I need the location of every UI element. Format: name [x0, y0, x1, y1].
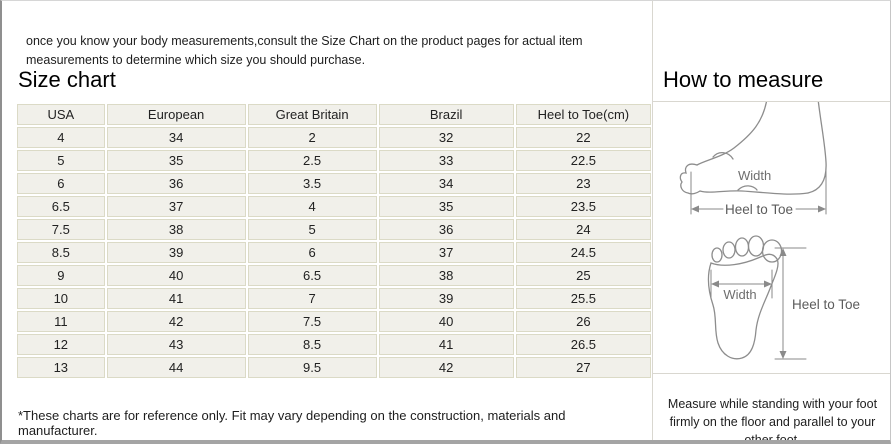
side-width-label: Width — [738, 168, 771, 183]
table-row: 10 41 7 39 25.5 — [17, 288, 651, 309]
vertical-divider — [652, 1, 653, 440]
table-row: 12 43 8.5 41 26.5 — [17, 334, 651, 355]
table-cell: 22.5 — [515, 150, 651, 171]
table-cell: 12 — [17, 334, 105, 355]
table-row: 13 44 9.5 42 27 — [17, 357, 651, 378]
table-cell: 24.5 — [515, 242, 651, 263]
table-cell: 9 — [17, 265, 105, 286]
table-row: 9 40 6.5 38 25 — [17, 265, 651, 286]
table-cell: 5 — [247, 219, 377, 240]
side-heel-to-toe-label: Heel to Toe — [725, 202, 793, 217]
table-cell: 34 — [106, 127, 246, 148]
table-cell: 38 — [378, 265, 514, 286]
table-row: 4 34 2 32 22 — [17, 127, 651, 148]
table-cell: 42 — [106, 311, 246, 332]
sole-width-label: Width — [723, 287, 756, 302]
how-to-measure-title: How to measure — [663, 67, 824, 92]
foot-side-view-diagram: Width Heel to Toe — [679, 102, 827, 217]
table-row: 8.5 39 6 37 24.5 — [17, 242, 651, 263]
table-cell: 13 — [17, 357, 105, 378]
size-chart-title: Size chart — [18, 67, 116, 92]
table-row: 7.5 38 5 36 24 — [17, 219, 651, 240]
table-cell: 26.5 — [515, 334, 651, 355]
sole-heel-to-toe-label: Heel to Toe — [792, 297, 860, 312]
table-cell: 23 — [515, 173, 651, 194]
table-cell: 7 — [247, 288, 377, 309]
table-cell: 25 — [515, 265, 651, 286]
table-cell: 7.5 — [17, 219, 105, 240]
table-row: 11 42 7.5 40 26 — [17, 311, 651, 332]
table-cell: 44 — [106, 357, 246, 378]
table-cell: 2.5 — [247, 150, 377, 171]
column-header: USA — [17, 104, 105, 125]
table-cell: 3.5 — [247, 173, 377, 194]
table-cell: 41 — [378, 334, 514, 355]
column-header: Brazil — [378, 104, 514, 125]
column-header: European — [106, 104, 246, 125]
table-cell: 33 — [378, 150, 514, 171]
table-cell: 43 — [106, 334, 246, 355]
table-cell: 9.5 — [247, 357, 377, 378]
measure-instruction-note: Measure while standing with your foot fi… — [667, 396, 878, 444]
table-cell: 4 — [247, 196, 377, 217]
table-cell: 11 — [17, 311, 105, 332]
table-row: 6.5 37 4 35 23.5 — [17, 196, 651, 217]
size-chart-table: USA European Great Britain Brazil Heel to To… — [15, 102, 653, 380]
column-header: Heel to Toe(cm) — [515, 104, 651, 125]
table-cell: 22 — [515, 127, 651, 148]
table-cell: 35 — [378, 196, 514, 217]
table-cell: 4 — [17, 127, 105, 148]
divider-above-note — [653, 373, 890, 374]
table-cell: 6.5 — [17, 196, 105, 217]
size-chart-footnote: *These charts are for reference only. Fi… — [18, 408, 566, 438]
table-row: 5 35 2.5 33 22.5 — [17, 150, 651, 171]
table-cell: 25.5 — [515, 288, 651, 309]
column-header: Great Britain — [247, 104, 377, 125]
size-table-head-row: USA European Great Britain Brazil Heel to To… — [17, 104, 651, 125]
measurement-diagrams: Width Heel to Toe Width — [679, 102, 860, 360]
table-cell: 10 — [17, 288, 105, 309]
table-cell: 42 — [378, 357, 514, 378]
table-cell: 35 — [106, 150, 246, 171]
table-cell: 24 — [515, 219, 651, 240]
table-cell: 6.5 — [247, 265, 377, 286]
table-cell: 6 — [247, 242, 377, 263]
table-cell: 40 — [106, 265, 246, 286]
table-cell: 6 — [17, 173, 105, 194]
table-cell: 40 — [378, 311, 514, 332]
table-cell: 39 — [106, 242, 246, 263]
table-cell: 26 — [515, 311, 651, 332]
divider-under-title — [653, 101, 890, 102]
table-cell: 8.5 — [247, 334, 377, 355]
table-cell: 36 — [106, 173, 246, 194]
footprint-diagram: Width Heel to Toe — [707, 235, 860, 360]
table-cell: 41 — [106, 288, 246, 309]
table-cell: 32 — [378, 127, 514, 148]
size-table-body: 4 34 2 32 22 5 35 2.5 33 22.5 6 36 3.5 34 23 6.5 37 4 35 23… — [17, 127, 651, 378]
table-cell: 7.5 — [247, 311, 377, 332]
intro-text: once you know your body measurements,con… — [26, 33, 583, 67]
table-cell: 34 — [378, 173, 514, 194]
table-cell: 37 — [106, 196, 246, 217]
table-cell: 37 — [378, 242, 514, 263]
table-cell: 36 — [378, 219, 514, 240]
table-cell: 39 — [378, 288, 514, 309]
table-cell: 2 — [247, 127, 377, 148]
table-cell: 27 — [515, 357, 651, 378]
table-cell: 8.5 — [17, 242, 105, 263]
table-cell: 5 — [17, 150, 105, 171]
table-cell: 23.5 — [515, 196, 651, 217]
table-cell: 38 — [106, 219, 246, 240]
table-row: 6 36 3.5 34 23 — [17, 173, 651, 194]
